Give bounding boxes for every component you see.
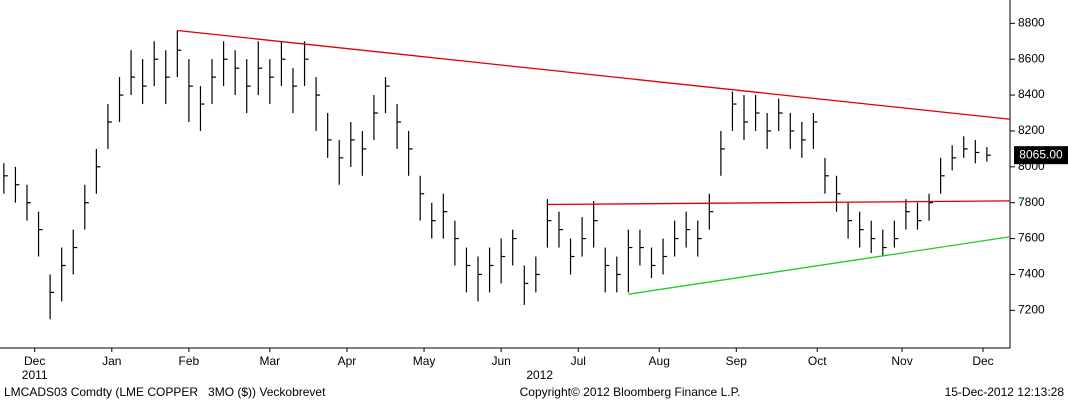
copyright: Copyright© 2012 Bloomberg Finance L.P. <box>520 385 741 399</box>
x-tick-label: Jan <box>102 354 121 368</box>
x-tick-label: Nov <box>891 354 912 368</box>
x-tick-label: Dec <box>972 354 993 368</box>
year-label: 2012 <box>526 368 553 382</box>
x-tick-label: Sep <box>726 354 748 368</box>
last-price-box <box>1014 146 1068 165</box>
y-tick-label: 8800 <box>1018 15 1045 29</box>
last-price-label: 8065.00 <box>1019 147 1063 161</box>
x-tick-label: Mar <box>260 354 281 368</box>
y-tick-label: 7400 <box>1018 267 1045 281</box>
x-tick-label: Dec <box>24 354 45 368</box>
x-tick-label: Apr <box>338 354 357 368</box>
trend-line <box>628 236 1011 295</box>
y-tick-label: 7600 <box>1018 231 1045 245</box>
y-tick-label: 8600 <box>1018 51 1045 65</box>
x-tick-label: Jun <box>491 354 510 368</box>
x-tick-label: Aug <box>649 354 670 368</box>
x-tick-label: May <box>413 354 436 368</box>
security-label: LMCADS03 Comdty (LME COPPER 3MO ($)) Vec… <box>4 385 326 399</box>
y-tick-label: 7200 <box>1018 303 1045 317</box>
x-tick-label: Jul <box>571 354 586 368</box>
x-tick-label: Feb <box>179 354 200 368</box>
timestamp: 15-Dec-2012 12:13:28 <box>945 385 1065 399</box>
trend-line <box>177 29 1011 120</box>
trend-line <box>547 200 1011 206</box>
y-tick-label: 7800 <box>1018 195 1045 209</box>
y-tick-label: 8200 <box>1018 123 1045 137</box>
x-tick-label: Oct <box>808 354 827 368</box>
y-tick-label: 8400 <box>1018 87 1045 101</box>
year-label: 2011 <box>22 368 48 382</box>
